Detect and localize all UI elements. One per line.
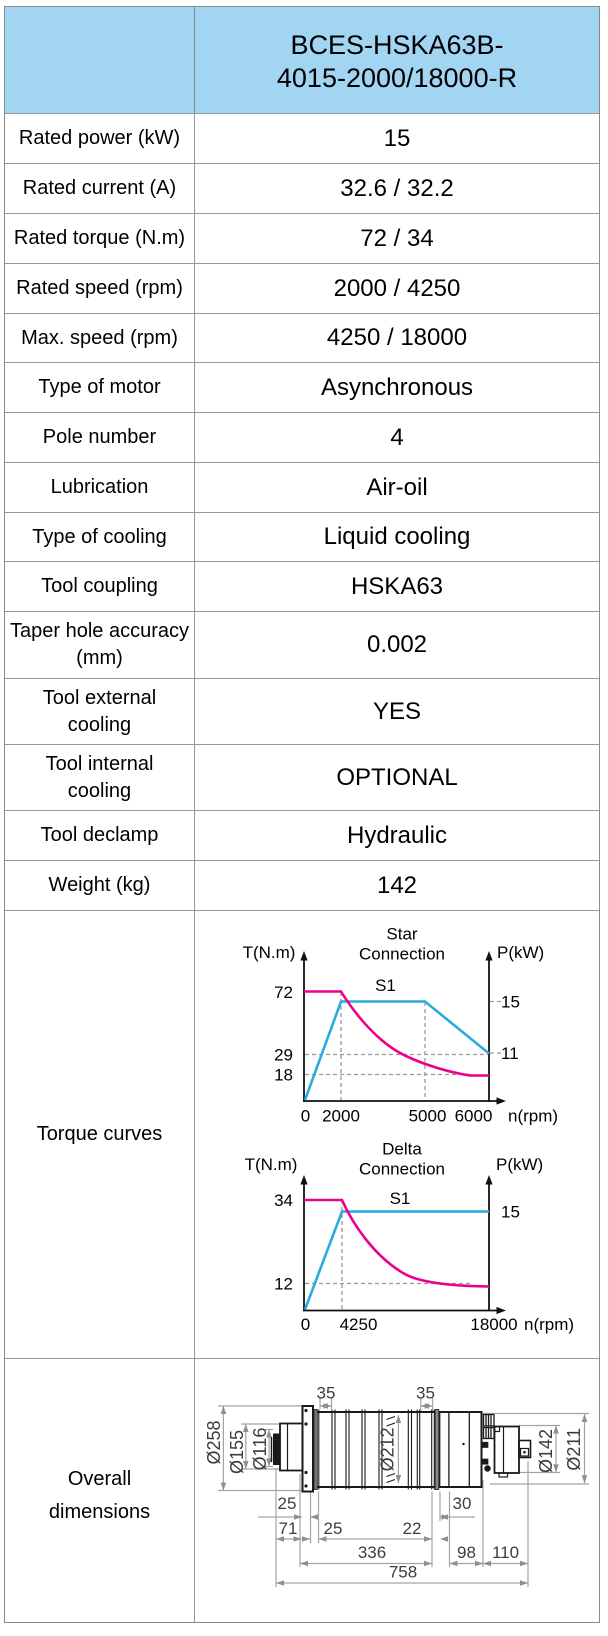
svg-text:5000: 5000 xyxy=(409,1107,447,1126)
svg-text:71: 71 xyxy=(279,1519,298,1538)
svg-text:n(rpm): n(rpm) xyxy=(524,1315,574,1334)
svg-text:4250: 4250 xyxy=(340,1315,378,1334)
svg-text:Delta: Delta xyxy=(382,1140,422,1159)
svg-text:30: 30 xyxy=(453,1494,472,1513)
svg-text:Ø116: Ø116 xyxy=(250,1428,270,1471)
svg-text:110: 110 xyxy=(492,1543,519,1562)
svg-text:72: 72 xyxy=(274,983,293,1002)
svg-text:Star: Star xyxy=(386,925,418,944)
svg-text:Ø258: Ø258 xyxy=(204,1420,224,1464)
svg-text:2000: 2000 xyxy=(322,1107,360,1126)
svg-text:336: 336 xyxy=(358,1543,386,1562)
svg-text:n(rpm): n(rpm) xyxy=(508,1107,558,1126)
svg-text:98: 98 xyxy=(457,1543,476,1562)
svg-text:T(N.m): T(N.m) xyxy=(243,943,296,962)
svg-text:Ø212: Ø212 xyxy=(377,1427,397,1471)
svg-text:Ø142: Ø142 xyxy=(536,1429,556,1473)
svg-text:34: 34 xyxy=(274,1191,293,1210)
svg-text:25: 25 xyxy=(324,1519,343,1538)
svg-text:S1: S1 xyxy=(375,976,396,995)
svg-text:0: 0 xyxy=(301,1315,310,1334)
svg-text:Ø211: Ø211 xyxy=(564,1428,584,1471)
svg-text:15: 15 xyxy=(501,1203,520,1222)
svg-text:S1: S1 xyxy=(390,1189,411,1208)
svg-text:18000: 18000 xyxy=(470,1315,517,1334)
svg-text:P(kW): P(kW) xyxy=(496,1155,543,1174)
svg-text:12: 12 xyxy=(274,1275,293,1294)
svg-text:18: 18 xyxy=(274,1066,293,1085)
svg-text:T(N.m): T(N.m) xyxy=(245,1155,298,1174)
svg-text:29: 29 xyxy=(274,1046,293,1065)
svg-text:35: 35 xyxy=(416,1384,435,1403)
svg-text:25: 25 xyxy=(278,1494,297,1513)
svg-text:758: 758 xyxy=(389,1563,417,1582)
svg-text:22: 22 xyxy=(403,1519,422,1538)
svg-text:Ø155: Ø155 xyxy=(227,1430,247,1474)
svg-text:Connection: Connection xyxy=(359,945,445,964)
svg-text:15: 15 xyxy=(501,993,520,1012)
svg-text:P(kW): P(kW) xyxy=(497,943,544,962)
svg-text:6000: 6000 xyxy=(455,1107,493,1126)
svg-text:35: 35 xyxy=(317,1384,336,1403)
svg-text:0: 0 xyxy=(301,1107,310,1126)
svg-text:11: 11 xyxy=(501,1044,519,1063)
svg-text:Connection: Connection xyxy=(359,1160,445,1179)
